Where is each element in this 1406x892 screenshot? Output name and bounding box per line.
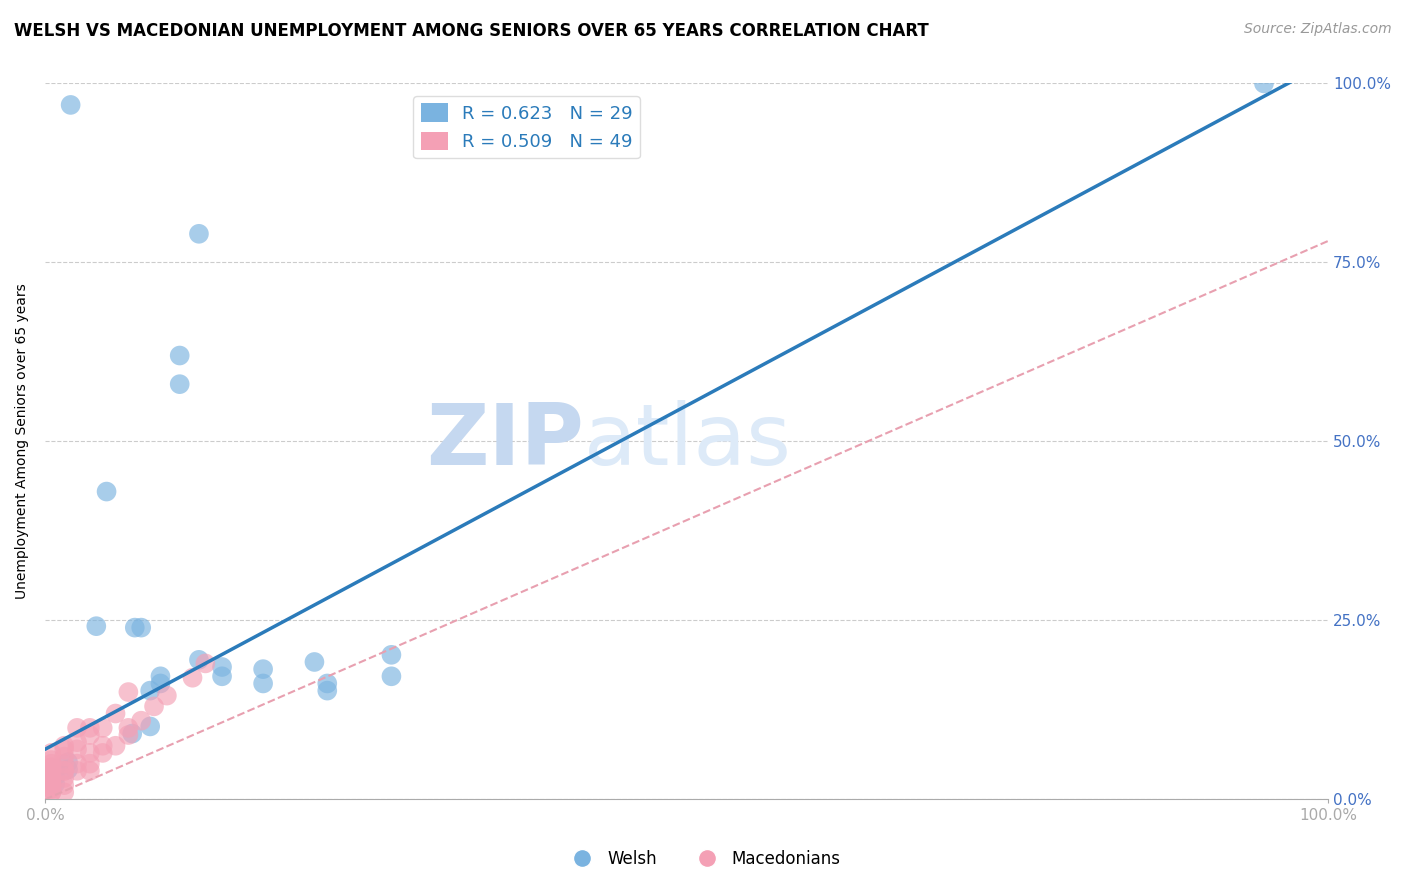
Point — [66, 764, 89, 778]
Point — [143, 699, 166, 714]
Point — [41, 746, 63, 760]
Point — [169, 349, 191, 363]
Point — [41, 771, 63, 785]
Point — [252, 662, 274, 676]
Point — [117, 728, 139, 742]
Point — [169, 377, 191, 392]
Point — [380, 648, 402, 662]
Point — [41, 760, 63, 774]
Point — [53, 771, 76, 785]
Point — [194, 657, 217, 671]
Point — [53, 739, 76, 753]
Point — [181, 671, 204, 685]
Legend: Welsh, Macedonians: Welsh, Macedonians — [558, 844, 848, 875]
Text: WELSH VS MACEDONIAN UNEMPLOYMENT AMONG SENIORS OVER 65 YEARS CORRELATION CHART: WELSH VS MACEDONIAN UNEMPLOYMENT AMONG S… — [14, 22, 929, 40]
Point — [79, 764, 101, 778]
Point — [53, 764, 76, 778]
Point — [41, 778, 63, 792]
Point — [53, 742, 76, 756]
Point — [304, 655, 326, 669]
Point — [41, 785, 63, 799]
Legend: R = 0.623   N = 29, R = 0.509   N = 49: R = 0.623 N = 29, R = 0.509 N = 49 — [413, 96, 640, 158]
Point — [53, 785, 76, 799]
Point — [41, 764, 63, 778]
Point — [149, 669, 172, 683]
Point — [129, 714, 152, 728]
Text: ZIP: ZIP — [426, 400, 583, 483]
Point — [41, 760, 63, 774]
Point — [211, 669, 233, 683]
Point — [41, 785, 63, 799]
Point — [104, 739, 127, 753]
Text: atlas: atlas — [583, 400, 792, 483]
Point — [66, 721, 89, 735]
Point — [41, 778, 63, 792]
Point — [129, 621, 152, 635]
Point — [316, 683, 339, 698]
Point — [91, 739, 114, 753]
Point — [41, 753, 63, 767]
Point — [117, 685, 139, 699]
Point — [79, 746, 101, 760]
Point — [124, 621, 146, 635]
Point — [117, 721, 139, 735]
Point — [91, 746, 114, 760]
Point — [53, 756, 76, 771]
Point — [96, 484, 118, 499]
Point — [41, 767, 63, 781]
Point — [56, 763, 79, 777]
Point — [252, 676, 274, 690]
Point — [104, 706, 127, 721]
Point — [41, 781, 63, 796]
Point — [53, 778, 76, 792]
Point — [53, 749, 76, 764]
Text: Source: ZipAtlas.com: Source: ZipAtlas.com — [1244, 22, 1392, 37]
Point — [44, 763, 66, 777]
Point — [66, 742, 89, 756]
Y-axis label: Unemployment Among Seniors over 65 years: Unemployment Among Seniors over 65 years — [15, 284, 30, 599]
Point — [44, 777, 66, 791]
Point — [66, 735, 89, 749]
Point — [41, 771, 63, 785]
Point — [380, 669, 402, 683]
Point — [41, 781, 63, 796]
Point — [56, 756, 79, 770]
Point — [139, 719, 162, 733]
Point — [66, 756, 89, 771]
Point — [139, 683, 162, 698]
Point — [121, 726, 143, 740]
Point — [156, 689, 179, 703]
Point — [79, 721, 101, 735]
Point — [53, 764, 76, 778]
Point — [84, 619, 107, 633]
Point — [41, 756, 63, 771]
Point — [41, 774, 63, 789]
Point — [91, 721, 114, 735]
Point — [79, 728, 101, 742]
Point — [44, 770, 66, 784]
Point — [79, 756, 101, 771]
Point — [211, 660, 233, 674]
Point — [188, 227, 211, 241]
Point — [188, 653, 211, 667]
Point — [59, 98, 82, 112]
Point — [41, 774, 63, 789]
Point — [1253, 77, 1275, 91]
Point — [149, 676, 172, 690]
Point — [316, 676, 339, 690]
